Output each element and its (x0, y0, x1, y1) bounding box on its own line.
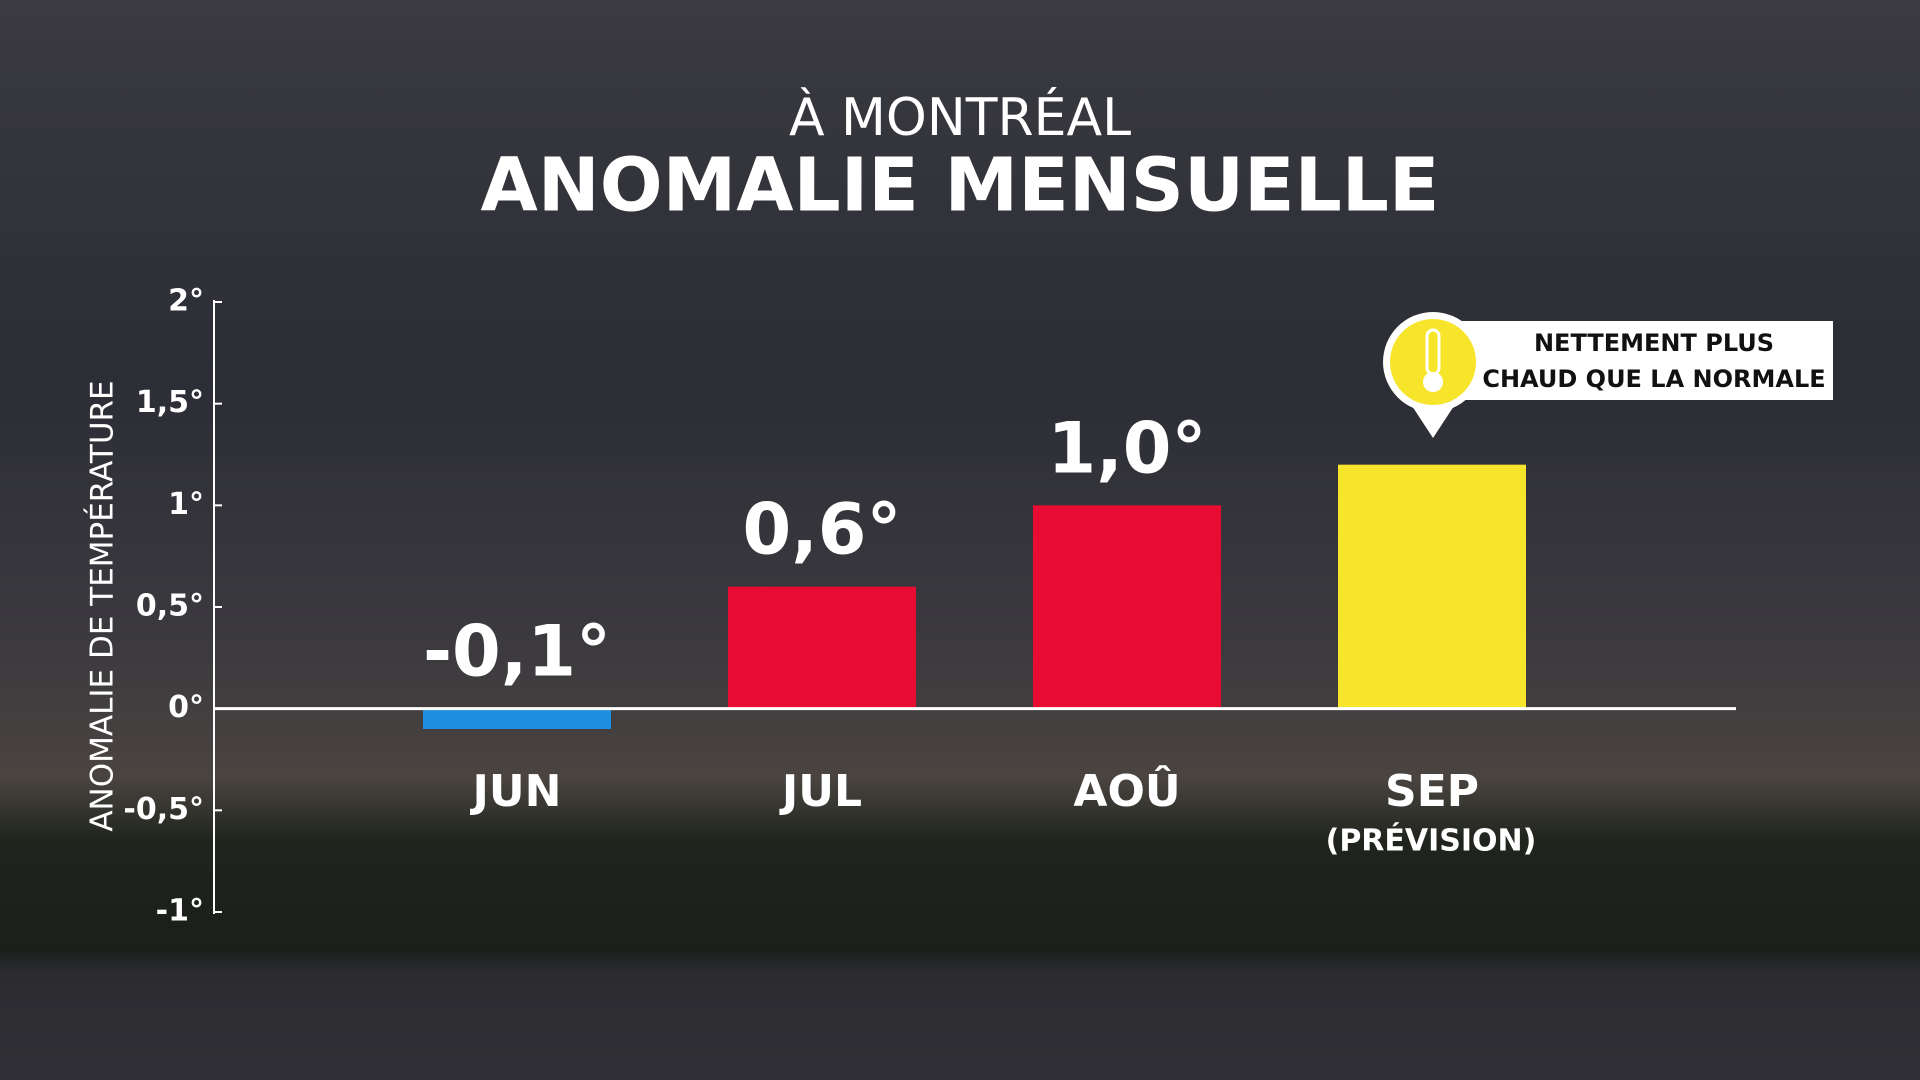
value-label: -0,1° (423, 611, 611, 693)
chart-title: À MONTRÉAL (789, 87, 1131, 148)
chart-subtitle: ANOMALIE MENSUELLE (481, 143, 1440, 229)
y-tick-label: 2° (168, 284, 204, 319)
x-tick-label: AOÛ (1073, 764, 1180, 817)
y-tick-label: 1,5° (136, 385, 204, 420)
bar (728, 586, 916, 709)
x-tick-label: SEP (1385, 766, 1479, 817)
y-tick-label: 1° (168, 487, 204, 522)
bar (1033, 505, 1221, 709)
value-label: 0,6° (742, 489, 901, 571)
value-label: 1,0° (1047, 407, 1206, 489)
callout: NETTEMENT PLUS CHAUD QUE LA NORMALE (1383, 312, 1833, 438)
callout-icon (1390, 319, 1476, 405)
callout-text: CHAUD QUE LA NORMALE (1482, 365, 1825, 393)
callout-box (1457, 321, 1833, 400)
bar (423, 708, 611, 729)
y-tick-label: 0° (168, 690, 204, 725)
y-tick-label: -0,5° (123, 792, 204, 827)
y-axis-label: ANOMALIE DE TEMPÉRATURE (85, 380, 121, 831)
thermometer-bulb (1423, 372, 1443, 392)
y-tick-label: 0,5° (136, 589, 204, 624)
bar (1338, 464, 1526, 709)
callout-text: NETTEMENT PLUS (1534, 329, 1774, 357)
y-tick-label: -1° (156, 894, 204, 929)
x-tick-label: JUL (779, 766, 862, 817)
x-tick-label: JUN (470, 766, 562, 817)
forecast-note: (PRÉVISION) (1326, 823, 1537, 859)
